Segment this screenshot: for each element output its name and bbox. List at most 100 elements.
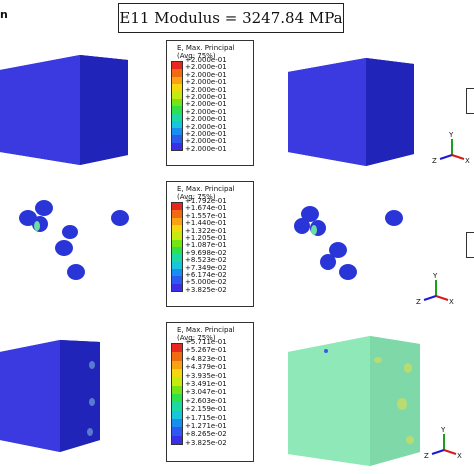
legend-color-band [172, 113, 182, 121]
triad-y-label: Y [440, 426, 446, 434]
legend-color-band [172, 83, 182, 92]
legend-header: E, Max. Principal [177, 185, 235, 193]
legend-tick-label: +7.349e-02 [185, 263, 227, 272]
legend-tick-label: +2.000e-01 [185, 130, 227, 139]
legend-color-band [172, 352, 182, 361]
legend-ticks: +1.792e-01 +1.674e-01 +1.557e-01 +1.440e-01… [185, 198, 227, 294]
legend-tick-label: +2.000e-01 [185, 78, 227, 87]
legend-tick-label: +2.000e-01 [185, 63, 227, 72]
legend-tick-label: +2.000e-01 [185, 107, 227, 116]
legend-tick-label: +9.698e-02 [185, 248, 227, 257]
legend-tick-label: +1.087e-01 [185, 241, 227, 250]
legend-tick-label: +3.825e-02 [185, 438, 227, 447]
axis-triad-row1: Y X Z [432, 131, 470, 165]
legend-row2: E, Max. Principal (Avg: 75%) +1.792e-01 +… [166, 181, 254, 307]
legend-color-band [172, 418, 182, 428]
legend-color-band [172, 377, 182, 386]
legend-tick-label: +8.265e-02 [185, 430, 227, 439]
legend-color-band [172, 283, 182, 291]
spheres-left [19, 200, 129, 280]
legend-tick-label: +5.267e-01 [185, 346, 227, 355]
legend-tick-label: +2.000e-01 [185, 137, 227, 146]
axis-triad-row2: Y X Z [416, 272, 454, 306]
legend-tick-label: +2.603e-01 [185, 396, 227, 405]
legend-tick-label: +3.047e-01 [185, 388, 227, 397]
legend-color-band [172, 76, 182, 84]
legend-colorbar [171, 343, 183, 445]
legend-ticks: +5.711e-01 +5.267e-01 +4.823e-01 +4.379e-01… [185, 339, 227, 447]
legend-tick-label: +4.379e-01 [185, 363, 227, 372]
legend-color-band [172, 98, 182, 106]
legend-color-band [172, 217, 182, 225]
legend-color-band [172, 105, 182, 114]
legend-subheader: (Avg: 75%) [177, 334, 216, 342]
legend-header: E, Max. Principal [177, 326, 235, 334]
legend-color-band [172, 261, 182, 269]
legend-tick-label: +1.557e-01 [185, 211, 227, 220]
triad-z-label: Z [424, 452, 429, 460]
legend-color-band [172, 254, 182, 262]
corner-text: n [0, 8, 8, 21]
legend-color-band [172, 142, 182, 150]
triad-y-label: Y [432, 272, 438, 280]
spheres-right [294, 206, 403, 280]
legend-tick-label: +8.523e-02 [185, 256, 227, 265]
legend-tick-label: +2.000e-01 [185, 115, 227, 124]
legend-color-band [172, 91, 182, 99]
legend-color-band [172, 276, 182, 284]
legend-tick-label: +4.823e-01 [185, 354, 227, 363]
legend-tick-label: +2.000e-01 [185, 56, 227, 64]
legend-color-band [172, 427, 182, 436]
legend-tick-label: +3.825e-02 [185, 285, 227, 294]
legend-tick-label: +1.792e-01 [185, 197, 227, 205]
legend-tick-label: +1.440e-01 [185, 219, 227, 228]
cropped-box-row2 [466, 232, 474, 258]
legend-color-band [172, 402, 182, 411]
legend-color-band [172, 410, 182, 419]
legend-color-band [172, 393, 182, 403]
legend-tick-label: +2.159e-01 [185, 405, 227, 414]
axis-triad-row3: Y X Z [424, 426, 462, 460]
legend-tick-label: +2.000e-01 [185, 100, 227, 109]
legend-tick-label: +1.205e-01 [185, 234, 227, 243]
legend-colorbar [171, 61, 183, 151]
legend-color-band [172, 203, 182, 211]
legend-tick-label: +1.271e-01 [185, 422, 227, 431]
legend-color-band [172, 435, 182, 444]
legend-color-band [172, 239, 182, 247]
legend-color-band [172, 268, 182, 277]
triad-x-label: X [449, 298, 454, 306]
legend-tick-label: +1.715e-01 [185, 413, 227, 422]
legend-tick-label: +5.711e-01 [185, 338, 227, 346]
legend-color-band [172, 135, 182, 143]
block-row3-left [0, 340, 100, 452]
legend-tick-label: +2.000e-01 [185, 144, 227, 153]
modulus-title: E11 Modulus = 3247.84 MPa [118, 3, 344, 33]
legend-color-band [172, 120, 182, 128]
triad-z-label: Z [416, 298, 421, 306]
legend-color-band [172, 210, 182, 218]
legend-header: E, Max. Principal [177, 44, 235, 52]
legend-ticks: +2.000e-01 +2.000e-01 +2.000e-01 +2.000e-01… [185, 57, 227, 153]
legend-subheader: (Avg: 75%) [177, 52, 216, 60]
legend-color-band [172, 344, 182, 353]
triad-x-label: X [465, 157, 470, 165]
legend-color-band [172, 62, 182, 70]
legend-color-band [172, 246, 182, 255]
legend-color-band [172, 224, 182, 233]
legend-tick-label: +1.674e-01 [185, 204, 227, 213]
legend-color-band [172, 127, 182, 136]
triad-x-label: X [457, 452, 462, 460]
legend-color-band [172, 368, 182, 378]
legend-tick-label: +1.322e-01 [185, 226, 227, 235]
block-row3-right [288, 336, 420, 466]
legend-tick-label: +3.935e-01 [185, 371, 227, 380]
legend-subheader: (Avg: 75%) [177, 193, 216, 201]
legend-color-band [172, 385, 182, 394]
legend-color-band [172, 360, 182, 369]
legend-tick-label: +5.000e-02 [185, 278, 227, 287]
legend-tick-label: +2.000e-01 [185, 122, 227, 131]
legend-color-band [172, 232, 182, 240]
legend-colorbar [171, 202, 183, 292]
